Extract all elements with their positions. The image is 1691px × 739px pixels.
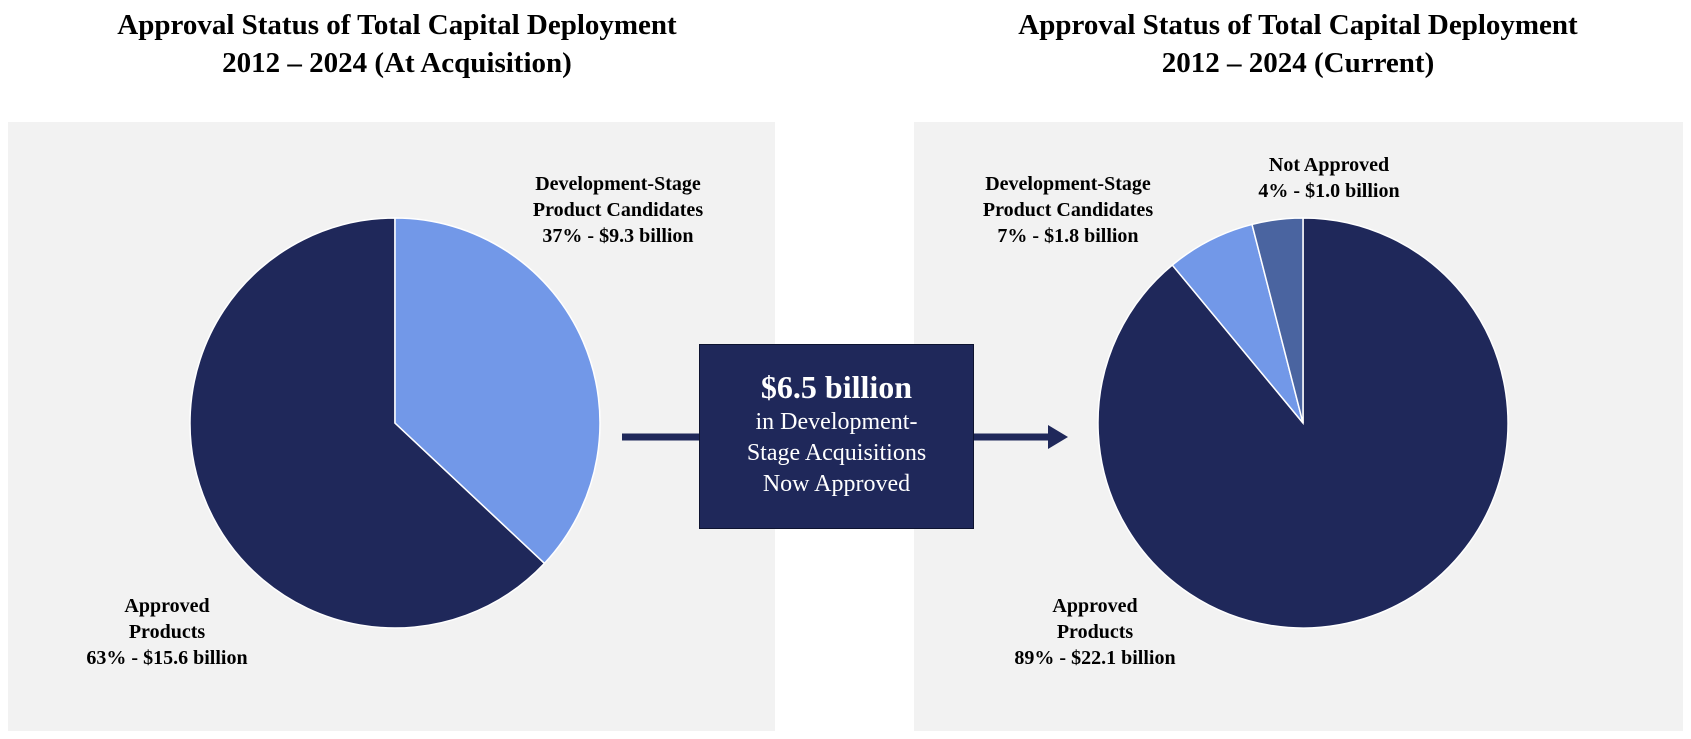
label-right-development: Development-Stage Product Candidates 7% - … (982, 173, 1154, 247)
arrow-head-icon (1048, 425, 1068, 449)
left-title-line-2: 2012 – 2024 (At Acquisition) (222, 47, 572, 79)
right-title-line-2: 2012 – 2024 (Current) (1161, 47, 1435, 79)
label-left-approved: Approved Products 63% - $15.6 billion (86, 595, 248, 669)
label-right-approved: Approved Products 89% - $22.1 billion (1014, 595, 1176, 669)
pie-slice-development (394, 217, 601, 565)
callout-line: Stage Acquisitions (746, 440, 927, 466)
right-title-line-1: Approval Status of Total Capital Deploym… (1018, 9, 1578, 41)
callout-line: Now Approved (762, 471, 911, 497)
pie-slice-not_approved (1251, 217, 1304, 424)
left-chart-title: Approval Status of Total Capital Deploym… (17, 6, 777, 82)
callout-line: in Development- (755, 409, 918, 435)
label-right-not-approved: Not Approved 4% - $1.0 billion (1258, 154, 1400, 202)
left-title-line-1: Approval Status of Total Capital Deploym… (117, 9, 677, 41)
right-chart-title: Approval Status of Total Capital Deploym… (918, 6, 1678, 82)
callout-headline: $6.5 billion (760, 369, 913, 405)
callout-box: $6.5 billion in Development- Stage Acqui… (699, 344, 974, 529)
label-left-development: Development-Stage Product Candidates 37% -… (532, 173, 704, 247)
pie-slice-approved (189, 217, 546, 629)
